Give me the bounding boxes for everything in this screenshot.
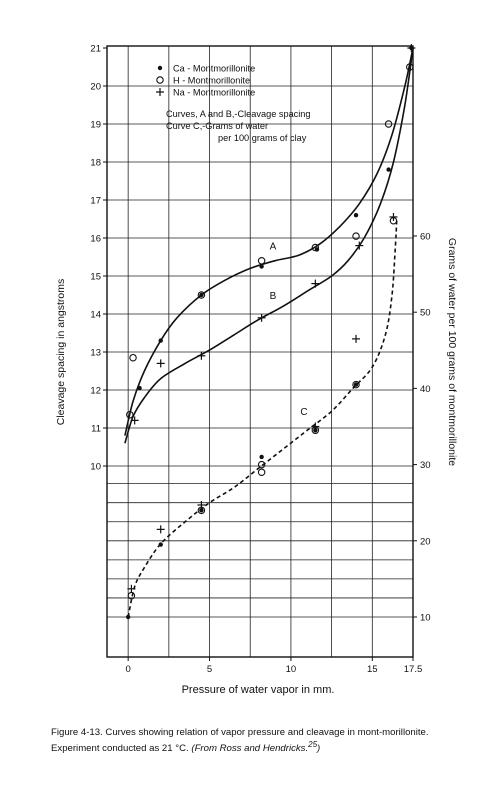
data-point-ca-left (386, 167, 391, 172)
data-point-ca-left (353, 213, 359, 218)
left-tick-label: 13 (90, 348, 101, 359)
legend-label: Na - Montmorillonite (173, 88, 255, 98)
data-point-ca-left (158, 338, 163, 343)
data-markers (125, 44, 416, 620)
x-tick-label: 10 (286, 664, 297, 675)
figure-caption: Figure 4-13. Curves showing relation of … (51, 727, 471, 755)
data-point-na-left (257, 313, 266, 322)
left-tick-label: 17 (90, 196, 101, 207)
axes: 10 11 12 13 14 15 16 17 18 19 20 21 10 20 30 40 50 60 0 5 10… (55, 44, 458, 697)
data-point-h-left (311, 243, 320, 252)
data-point-na-right (311, 422, 320, 431)
legend-label: Ca - Montmorillonite (173, 64, 255, 74)
data-point-ca-left (137, 385, 142, 391)
legend-note-line: per 100 grams of clay (218, 133, 307, 143)
data-point-na-left (355, 241, 364, 250)
legend-marker-plus (156, 88, 164, 96)
legend-marker-circle (156, 76, 164, 84)
data-point-ca-left (259, 264, 264, 269)
data-point-ca-right (353, 382, 359, 387)
left-tick-label: 19 (90, 120, 101, 131)
x-tick-label: 17.5 (404, 664, 423, 675)
data-point-na-left (407, 44, 416, 52)
data-point-ca-right (259, 454, 264, 460)
curve-c (127, 220, 398, 618)
data-point-h-left (352, 232, 360, 240)
data-point-na-right (352, 334, 361, 343)
caption-source-text: (From Ross and Hendricks. (191, 743, 309, 755)
x-tick-label: 0 (126, 664, 131, 675)
curve-label-c: C (300, 407, 307, 418)
data-point-h-left (384, 120, 393, 128)
left-tick-label: 18 (90, 158, 101, 169)
legend: Ca - Montmorillonite H - Montmorillonite N… (156, 64, 311, 143)
data-point-ca-right (199, 508, 204, 513)
cleavage-vapor-pressure-chart: 10 11 12 13 14 15 16 17 18 19 20 21 10 20 30 40 50 60 0 5 10… (55, 44, 458, 697)
data-point-h-left (197, 291, 206, 299)
caption-source-close: ) (317, 743, 321, 755)
data-point-h-right (257, 468, 266, 476)
data-point-na-right (156, 525, 165, 534)
left-tick-label: 11 (91, 424, 101, 435)
left-tick-label: 16 (90, 234, 101, 245)
left-tick-label: 20 (90, 82, 101, 93)
right-tick-label: 40 (420, 384, 431, 395)
right-axis-title: Grams of water per 100 grams of montmori… (446, 238, 458, 466)
curves (124, 47, 414, 618)
caption-text: Figure 4-13. Curves showing relation of … (51, 727, 429, 755)
data-point-na-left (197, 351, 206, 360)
x-axis-title: Pressure of water vapor in mm. (182, 684, 335, 696)
data-point-na-left (130, 416, 139, 425)
x-tick-label: 5 (207, 664, 212, 675)
legend-note-line: Curve C,-Grams of water (166, 121, 268, 131)
data-point-na-right (127, 584, 136, 593)
data-point-na-left (311, 279, 320, 288)
left-tick-label: 21 (90, 44, 101, 55)
data-point-h-left (126, 410, 134, 419)
curve-b (124, 47, 414, 444)
right-tick-label: 30 (420, 460, 431, 471)
caption-reference: 25 (308, 740, 318, 749)
data-point-na-right (197, 500, 206, 509)
right-tick-label: 60 (420, 232, 431, 243)
legend-label: H - Montmorillonite (173, 76, 250, 86)
legend-marker-dot (157, 65, 163, 71)
data-point-na-left (156, 359, 165, 368)
right-tick-label: 10 (420, 613, 431, 624)
legend-note-line: Curves, A and B,-Cleavage spacing (166, 109, 311, 119)
curve-label-a: A (270, 241, 277, 252)
data-point-ca-right (158, 542, 163, 547)
right-tick-label: 50 (420, 308, 431, 319)
data-point-h-left (257, 257, 266, 265)
data-point-h-left (129, 353, 137, 362)
left-tick-label: 15 (90, 272, 101, 283)
grid (107, 46, 413, 657)
data-point-h-right (352, 380, 360, 389)
curve-label-b: B (270, 291, 277, 302)
right-tick-label: 20 (420, 536, 431, 547)
left-axis-title: Cleavage spacing in angstroms (55, 279, 67, 426)
left-tick-label: 12 (90, 386, 101, 397)
left-tick-label: 10 (90, 462, 101, 473)
x-tick-label: 15 (367, 664, 378, 675)
left-tick-label: 14 (90, 310, 101, 321)
caption-source: (From Ross and Hendricks.25) (191, 740, 321, 755)
data-point-ca-left (199, 292, 204, 298)
data-point-ca-right (125, 614, 131, 620)
curve-a (124, 47, 414, 436)
data-point-na-right (389, 212, 398, 221)
labels: A B C (270, 241, 308, 418)
data-point-h-right (257, 460, 266, 469)
data-point-h-left (405, 63, 414, 71)
